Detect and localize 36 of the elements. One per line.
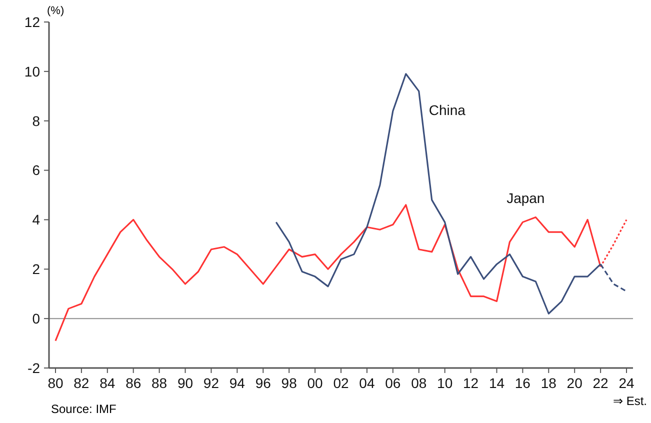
x-tick-label: 16 [514,375,531,391]
y-axis-title: (%) [47,5,64,17]
y-tick-label: 4 [32,212,40,228]
x-tick-label: 22 [592,375,609,391]
y-tick-label: 12 [24,14,40,30]
x-tick-label: 98 [281,375,298,391]
x-tick-label: 18 [540,375,557,391]
x-tick-label: 94 [229,375,246,391]
x-tick-label: 96 [255,375,272,391]
x-tick-label: 04 [359,375,375,391]
y-tick-label: 6 [32,162,40,178]
y-tick-label: 2 [32,261,40,278]
x-tick-label: 84 [100,375,116,391]
source-note: Source: IMF [51,402,116,416]
series-label: China [428,102,466,118]
series-label: Japan [506,190,545,206]
x-tick-label: 82 [74,375,90,391]
x-tick-label: 06 [385,375,401,391]
text: ⇒ Est. [612,394,647,408]
x-tick-label: 80 [48,375,64,391]
y-tick-label: -2 [28,360,40,376]
y-tick-label: 10 [24,63,40,80]
x-tick-label: 02 [333,375,349,391]
x-tick-label: 86 [126,375,142,391]
x-tick-label: 14 [488,375,505,391]
x-tick-label: 12 [462,375,479,391]
y-tick-label: 0 [32,310,40,326]
x-tick-label: 88 [152,375,168,391]
x-tick-label: 00 [307,375,324,391]
x-tick-label: 90 [177,375,194,391]
y-tick-label: 8 [32,112,40,129]
x-tick-label: 24 [618,375,635,391]
x-tick-label: 10 [437,375,453,391]
x-tick-label: 92 [203,375,220,391]
x-tick-label: 20 [566,375,583,391]
x-tick-label: 08 [411,375,427,391]
